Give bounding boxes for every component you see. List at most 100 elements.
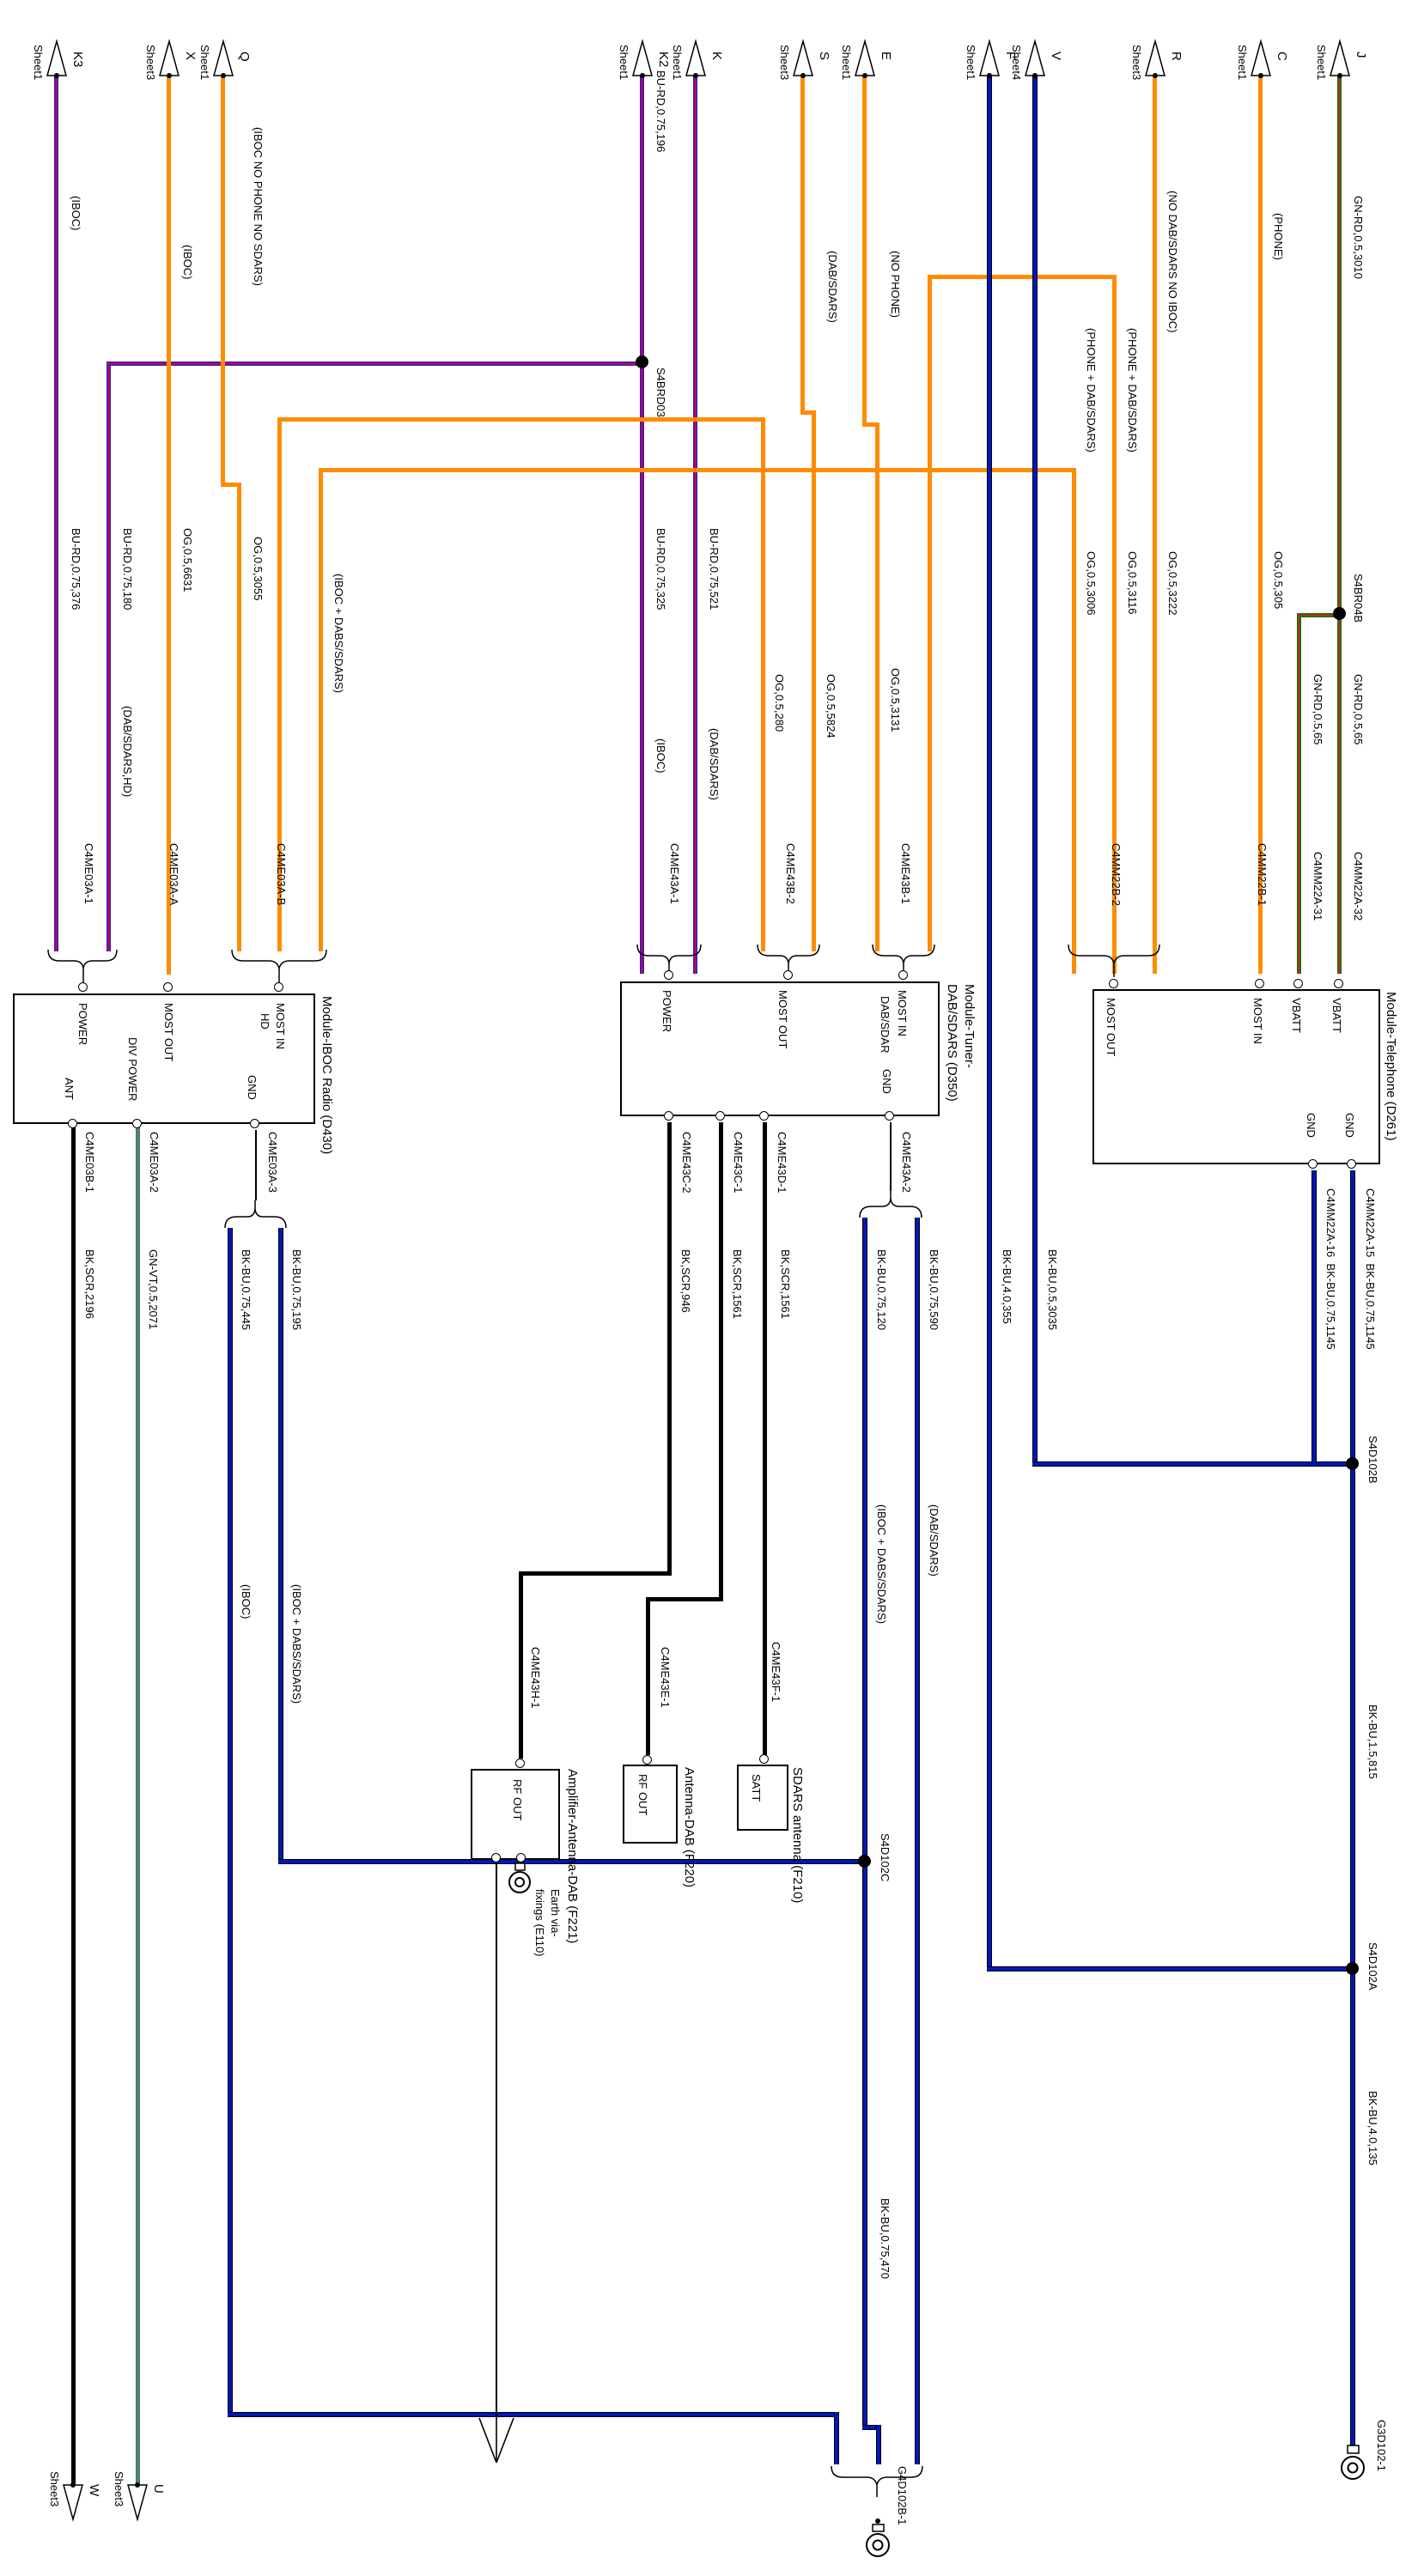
wire-label: OG,0.5,280 [773,674,786,732]
offsheet-arrow-j[interactable] [1329,39,1351,79]
pin-c4me43b-2 [783,970,793,980]
brace-c4me03a-b [231,949,327,982]
connector-label: C4ME03A-1 [82,843,95,904]
arrow-sheet: Sheet1 [198,45,211,81]
connector-label: C4MM22A-15 BK-BU,0.75,1145 [1364,1188,1377,1350]
pin-c4me43f-1 [759,1754,769,1764]
wire-bkscr-1561end [646,1597,650,1755]
d430-pin-power: POWER [76,1003,89,1046]
offsheet-arrow-k3[interactable] [46,39,68,79]
wire-og-ibocdabs [319,468,323,951]
offsheet-arrow-k[interactable] [685,39,707,79]
wire-label: BK,SCR,946 [679,1249,692,1313]
wire-label: (DAB/SDARS,HD) [121,706,134,798]
arrow-letter: K [709,52,724,61]
arrow-sheet: Sheet3 [778,45,791,81]
wire-burd-180 [107,361,111,951]
d261-pin-vbatt-1: VBATT [1290,998,1303,1033]
ground-label: G3D102-1 [1375,2420,1388,2471]
d261-pin-most-out: MOST OUT [1105,998,1117,1057]
pin-c4mm22a-31 [1293,979,1303,988]
earth-label-line1: Earth via- [549,1889,562,1937]
pin-c4mm22a-15 [1347,1159,1356,1169]
offsheet-arrow-r[interactable] [1144,39,1166,79]
brace-g4d102b [831,2465,923,2497]
wire-og-3131-jog [862,422,879,427]
wire-label: BK-BU,4.0,355 [1001,1249,1013,1324]
wire-og-tunerin2 [928,275,932,951]
module-d430-box [13,993,315,1124]
wire-label: BU-RD,0.75,196 [654,70,667,153]
connector-label: C4ME03A-B [275,843,288,906]
wire-label: BU-RD,0.75,180 [121,528,134,611]
pin-c4me43d-1 [759,1111,769,1121]
offsheet-arrow-s[interactable] [792,39,814,79]
d261-pin-gnd-1: GND [1305,1113,1318,1138]
wire-label: BK-BU,0.5,3035 [1046,1249,1059,1330]
wire-label: BK,SCR,1561 [779,1249,792,1319]
wire-bkbu-h2812 [228,2412,839,2417]
wire-label: OG,0.5,305 [1272,551,1285,610]
ground-symbol-g4d102b-1 [866,2518,890,2557]
arrow-letter: W [87,2484,101,2497]
wire-label: (NO PHONE) [889,251,902,318]
wire-label: (DAB/SDARS) [826,251,839,323]
module-d350-box [620,981,940,1116]
antenna-symbol [478,2411,514,2464]
module-d430-title: Module-IBOC Radio (D430) [320,996,334,1155]
connector-label: C4ME43E-1 [659,1647,672,1708]
pin-c4me43a-2 [885,1111,894,1121]
pin-f221-ant [491,1853,501,1862]
arrow-letter: F [1003,52,1018,60]
pin-c4me03a-3 [250,1119,259,1128]
wire-bkbu-h1705 [1032,1461,1353,1467]
wire-gnvt-2071 [136,1122,140,2488]
brace-c4me43b-1 [872,944,935,972]
wire-bkbu-445end [834,2412,839,2464]
offsheet-arrow-q[interactable] [212,39,234,79]
brace-c4me03a-3 [224,1200,287,1229]
offsheet-arrow-e[interactable] [854,39,876,79]
connector-label: C4MM22A-16 BK-BU,0.75,1145 [1324,1188,1337,1350]
offsheet-arrow-k2[interactable] [631,39,654,79]
wire-bkscr-2196 [71,1122,76,2488]
junction-s4br04b [1333,607,1346,620]
offsheet-arrow-w[interactable] [62,2482,84,2522]
brace-c4me43a-2 [859,1190,922,1218]
connector-label: C4MM22A-31 [1311,852,1324,921]
offsheet-arrow-u[interactable] [126,2482,149,2522]
wire-label: OG,0.5,3131 [889,668,902,732]
wire-label: OG,0.5,3055 [252,537,265,601]
wire-label: BK-BU,0.75,195 [290,1249,303,1330]
pin-c4me03a-1 [78,982,88,992]
pin-f221-earth [516,1853,526,1862]
wire-label: (IBOC) [654,738,667,774]
connector-label: C4ME43F-1 [770,1642,782,1703]
wire-label: (IBOC NO PHONE NO SDARS) [252,127,265,286]
wire-og-3131-upper [862,76,867,427]
wire-og-h545 [319,468,1076,472]
wire-label: (PHONE) [1272,213,1285,260]
pin-c4mm22a-16 [1308,1159,1318,1169]
arrow-sheet: Sheet3 [1130,45,1143,81]
pin-c4me03a-a [163,982,173,992]
pin-c4me43b-1 [898,970,908,980]
wire-bkscr-946 [667,1122,672,1576]
d350-pin-power: POWER [660,990,673,1033]
offsheet-arrow-f[interactable] [978,39,1001,79]
offsheet-arrow-x[interactable] [158,39,180,79]
wire-burd-376 [54,76,58,951]
pin-c4me03a-b [274,982,283,992]
connector-label: C4ME43D-1 [776,1132,788,1194]
offsheet-arrow-c[interactable] [1250,39,1272,79]
offsheet-arrow-v[interactable] [1024,39,1046,79]
wire-bkbu-h2293 [987,1966,1353,1971]
wire-burd-196-325 [640,76,644,974]
wire-bkbu-h2168 [278,1859,865,1864]
d430-pin-hd: HD [259,1013,271,1030]
antenna-f210-title: SDARS antenna (F210) [790,1767,805,1904]
wire-bkscr-946h [519,1571,672,1576]
wire-label: (NO DAB/SDARS NO IBOC) [1166,191,1179,333]
wire-og-3055-lower [237,483,241,951]
